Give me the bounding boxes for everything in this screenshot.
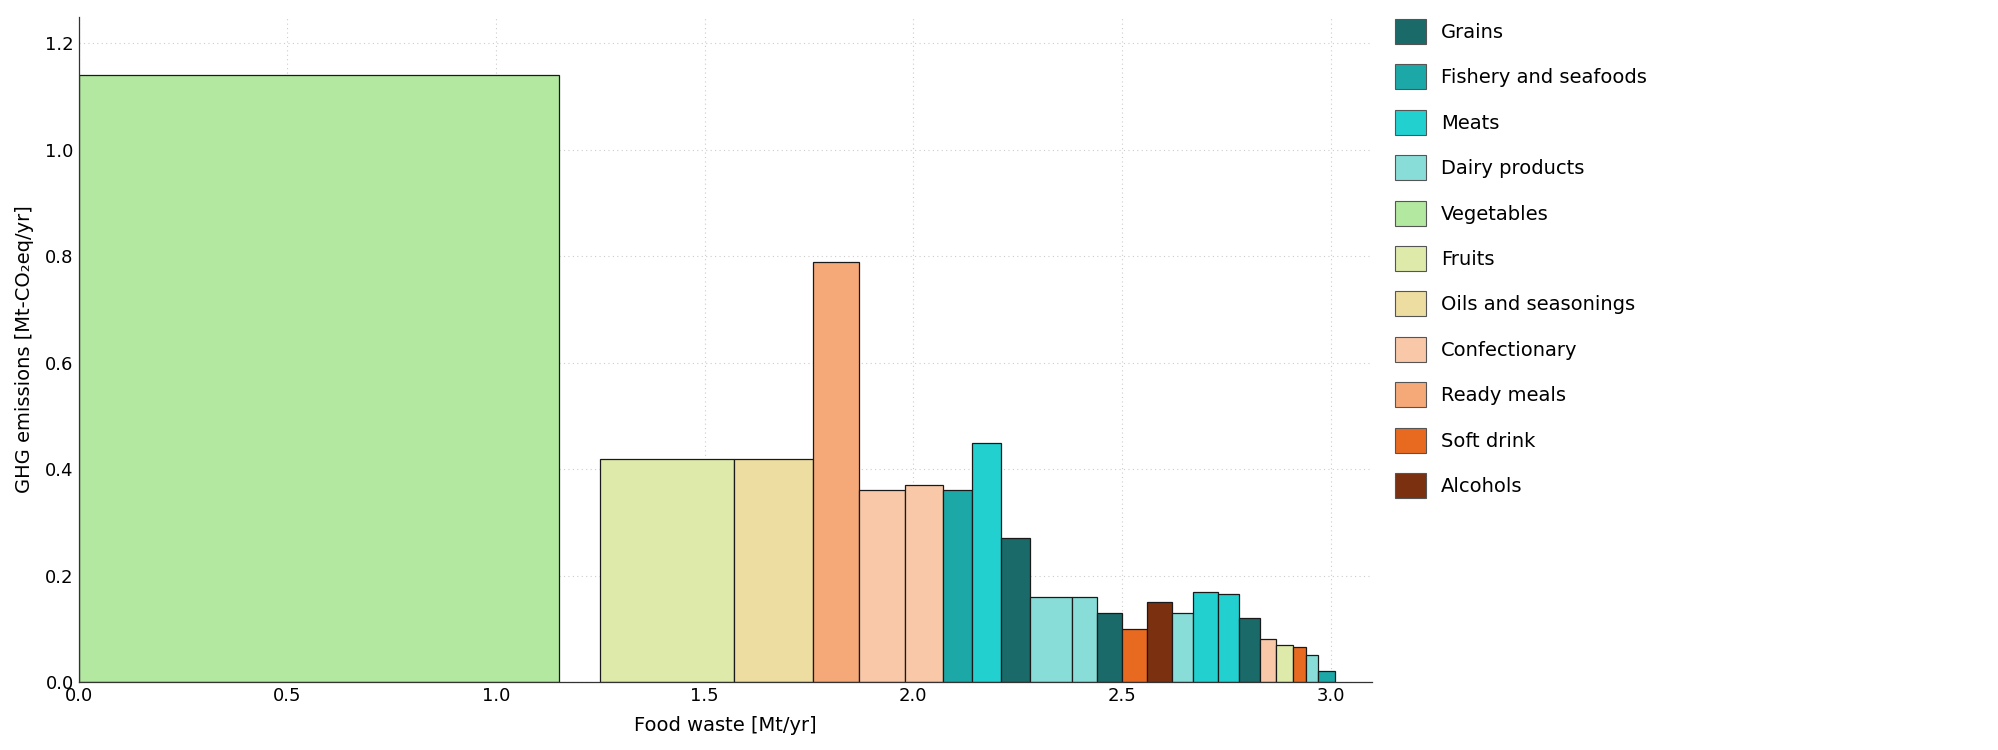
Bar: [1293, 647, 1305, 682]
Bar: [1277, 645, 1293, 682]
X-axis label: Food waste [Mt/yr]: Food waste [Mt/yr]: [633, 716, 817, 735]
Bar: [1121, 628, 1147, 682]
Bar: [599, 458, 733, 682]
Bar: [971, 442, 1001, 682]
Bar: [1147, 602, 1171, 682]
Bar: [1029, 597, 1071, 682]
Bar: [1097, 613, 1121, 682]
Bar: [1317, 671, 1335, 682]
Legend: Grains, Fishery and seafoods, Meats, Dairy products, Vegetables, Fruits, Oils an: Grains, Fishery and seafoods, Meats, Dai…: [1389, 13, 1652, 504]
Bar: [1259, 640, 1277, 682]
Bar: [1193, 592, 1217, 682]
Bar: [1217, 594, 1239, 682]
Bar: [1305, 656, 1317, 682]
Bar: [813, 262, 859, 682]
Bar: [1001, 538, 1029, 682]
Y-axis label: GHG emissions [Mt-CO₂eq/yr]: GHG emissions [Mt-CO₂eq/yr]: [16, 206, 34, 494]
Bar: [78, 75, 557, 682]
Bar: [1071, 597, 1097, 682]
Bar: [1239, 618, 1259, 682]
Bar: [859, 490, 905, 682]
Bar: [943, 490, 971, 682]
Bar: [905, 485, 943, 682]
Bar: [733, 458, 813, 682]
Bar: [1171, 613, 1193, 682]
